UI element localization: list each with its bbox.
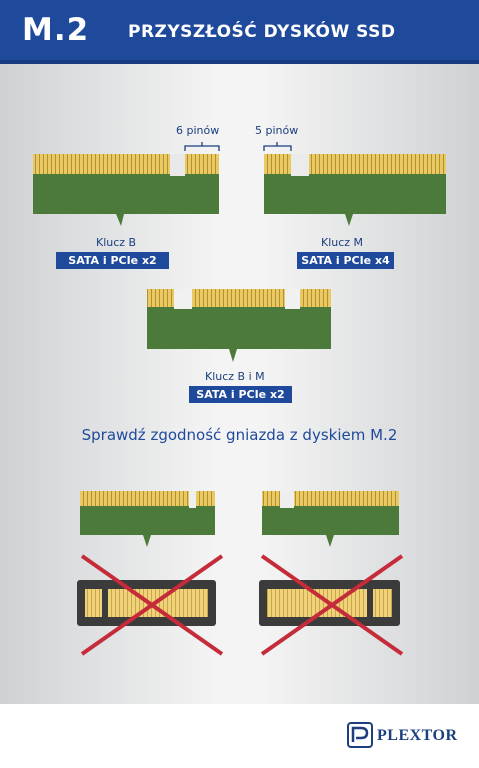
m2-badge: M.2 <box>22 12 90 48</box>
pins-label-right: 5 pinów <box>255 124 299 137</box>
header-bar: M.2 PRZYSZŁOŚĆ DYSKÓW SSD <box>0 0 479 64</box>
plextor-emblem-icon <box>347 722 373 748</box>
module-key-m <box>263 142 446 226</box>
page-title: PRZYSZŁOŚĆ DYSKÓW SSD <box>128 22 396 42</box>
compatibility-hint: Sprawdź zgodność gniazda z dyskiem M.2 <box>81 426 398 444</box>
incompatible-pair-right <box>259 491 404 656</box>
key-bm-interface-tag: SATA i PCIe x2 <box>189 386 292 403</box>
footer <box>0 704 479 768</box>
key-m-label: Klucz M <box>321 236 364 249</box>
key-b-label: Klucz B <box>96 236 137 249</box>
key-bm-label: Klucz B i M <box>205 370 265 383</box>
plextor-logo: PLEXTOR <box>347 722 467 750</box>
module-key-b-and-m <box>147 289 331 362</box>
key-b-interface-tag: SATA i PCIe x2 <box>56 252 169 269</box>
module-key-b <box>33 142 220 226</box>
incompatible-pair-left <box>77 491 224 656</box>
brand-name: PLEXTOR <box>377 727 458 744</box>
key-m-interface-tag: SATA i PCIe x4 <box>297 252 394 269</box>
pins-label-left: 6 pinów <box>176 124 220 137</box>
